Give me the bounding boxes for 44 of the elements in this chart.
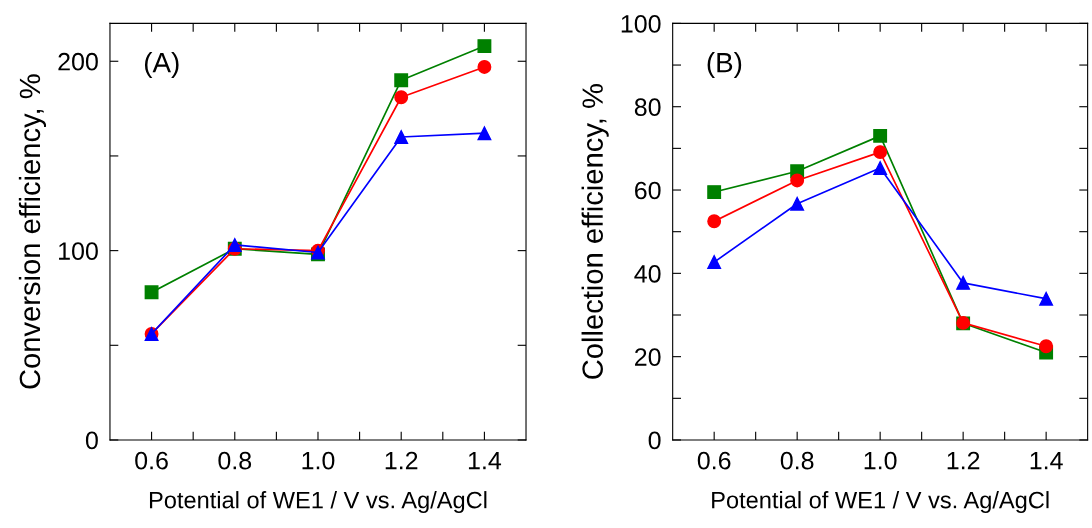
x-tick-label: 0.6 xyxy=(135,451,168,470)
point xyxy=(873,128,888,143)
y-tick-label: 80 xyxy=(634,98,661,117)
point xyxy=(144,285,159,300)
x-tick-label: 1.2 xyxy=(947,451,980,470)
y-axis-title: Collection efficiency, % xyxy=(581,84,609,379)
x-tick-label: 1.4 xyxy=(468,452,502,470)
point xyxy=(477,39,492,54)
annotation: (A) xyxy=(144,52,179,78)
x-axis-title: Potential of WE1 / V vs. Ag/AgCl xyxy=(712,491,1049,514)
x-tick-label: 1.2 xyxy=(385,451,418,470)
point xyxy=(477,126,492,141)
y-tick-label: 60 xyxy=(635,181,661,200)
x-tick-label: 1.4 xyxy=(1030,452,1063,470)
y-axis-title: Conversion efficiency, % xyxy=(18,74,47,389)
y-tick-label: 100 xyxy=(59,242,98,260)
x-tick-label: 0.8 xyxy=(218,451,252,470)
point xyxy=(394,130,409,144)
point xyxy=(477,59,492,74)
point xyxy=(873,161,888,175)
annotation: (B) xyxy=(707,52,742,78)
y-tick-label: 40 xyxy=(634,264,661,283)
x-tick-label: 0.8 xyxy=(780,451,814,470)
x-tick-label: 1.0 xyxy=(302,451,335,470)
point xyxy=(394,90,409,105)
x-tick-label: 1.0 xyxy=(864,451,897,470)
point xyxy=(707,185,722,200)
point xyxy=(956,275,971,290)
point xyxy=(707,255,722,270)
point xyxy=(227,237,242,252)
point xyxy=(394,73,409,88)
y-tick-label: 20 xyxy=(635,348,661,366)
y-tick-label: 0 xyxy=(648,431,661,450)
point xyxy=(707,214,722,229)
x-axis-title: Potential of WE1 / V vs. Ag/AgCl xyxy=(149,491,487,514)
point xyxy=(790,196,805,211)
point xyxy=(873,145,888,160)
y-tick-label: 200 xyxy=(58,52,98,71)
y-tick-label: 0 xyxy=(85,431,98,450)
x-tick-label: 0.6 xyxy=(697,451,731,470)
point xyxy=(790,173,805,188)
y-tick-label: 100 xyxy=(621,14,661,33)
point xyxy=(1039,339,1054,354)
point xyxy=(1039,291,1054,306)
